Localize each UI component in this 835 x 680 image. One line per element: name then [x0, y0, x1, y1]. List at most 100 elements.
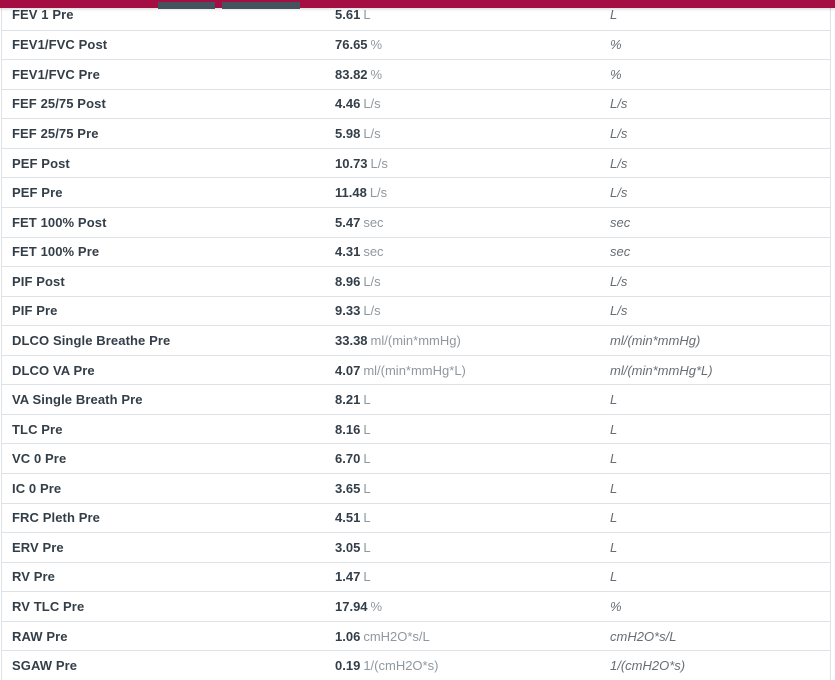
measurement-value-cell: 4.46 L/s: [335, 96, 610, 111]
measurement-value: 8.21: [335, 392, 361, 408]
table-row: PIF Post 8.96 L/s L/s: [2, 266, 830, 296]
parameter-label: RV Pre: [12, 569, 55, 585]
measurement-unit: L/s: [363, 303, 381, 319]
measurement-value-cell: 33.38 ml/(min*mmHg): [335, 333, 610, 348]
unit-reference: L: [610, 451, 618, 467]
unit-reference: L: [610, 510, 618, 526]
parameter-label: FEF 25/75 Post: [12, 96, 106, 112]
measurement-value-cell: 8.21 L: [335, 392, 610, 407]
measurement-unit: L: [363, 569, 371, 585]
measurement-value: 76.65: [335, 37, 368, 53]
unit-reference: L: [610, 480, 618, 496]
measurement-value-cell: 4.51 L: [335, 510, 610, 525]
unit-reference: %: [610, 599, 622, 615]
measurement-value: 8.16: [335, 421, 361, 437]
measurement-unit: %: [370, 599, 383, 615]
table-row: FEV1/FVC Pre 83.82% %: [2, 59, 830, 89]
unit-reference: L/s: [610, 185, 628, 201]
parameter-label: FEV1/FVC Post: [12, 37, 108, 53]
parameter-label: FRC Pleth Pre: [12, 510, 100, 526]
unit-reference: ml/(min*mmHg*L): [610, 362, 713, 378]
measurement-unit: L: [363, 421, 371, 437]
unit-reference: 1/(cmH2O*s): [610, 658, 686, 674]
unit-reference: L: [610, 7, 618, 23]
table-row: SGAW Pre 0.19 1/(cmH2O*s) 1/(cmH2O*s): [2, 650, 830, 680]
measurement-value-cell: 5.61 L: [335, 7, 610, 22]
measurement-value-cell: 5.47 sec: [335, 215, 610, 230]
measurement-value-cell: 5.98 L/s: [335, 126, 610, 141]
table-row: FET 100% Pre 4.31 sec sec: [2, 236, 830, 267]
table-row: PEF Post 10.73 L/s L/s: [2, 147, 830, 178]
unit-reference: %: [610, 66, 622, 82]
parameter-label: RAW Pre: [12, 628, 68, 644]
measurement-unit: sec: [363, 214, 384, 230]
measurement-unit: L/s: [363, 273, 381, 289]
measurement-unit: L: [363, 510, 371, 526]
measurement-unit: %: [370, 66, 383, 82]
unit-reference: L/s: [610, 273, 628, 289]
tab-fragment-1[interactable]: [158, 2, 215, 9]
parameter-label: TLC Pre: [12, 421, 63, 437]
table-row: TLC Pre 8.16 L L: [2, 413, 830, 444]
measurement-value: 4.46: [335, 96, 361, 112]
parameter-label: ERV Pre: [12, 539, 64, 555]
measurement-unit: L/s: [363, 126, 381, 142]
measurement-value-cell: 8.16 L: [335, 422, 610, 437]
measurement-unit: L: [363, 539, 371, 555]
parameter-label: SGAW Pre: [12, 658, 78, 674]
unit-reference: sec: [610, 244, 631, 260]
parameter-label: PEF Pre: [12, 185, 63, 201]
measurement-value-cell: 11.48 L/s: [335, 185, 610, 200]
measurement-value-cell: 17.94%: [335, 599, 610, 614]
measurement-unit: sec: [363, 244, 384, 260]
measurement-value: 8.96: [335, 273, 361, 289]
measurement-value-cell: 4.31 sec: [335, 244, 610, 259]
parameter-label: PIF Pre: [12, 303, 58, 319]
unit-reference: cmH2O*s/L: [610, 628, 677, 644]
measurement-value-cell: 6.70 L: [335, 451, 610, 466]
table-row: FEV1/FVC Post 76.65% %: [2, 29, 830, 60]
unit-reference: ml/(min*mmHg): [610, 332, 701, 348]
unit-reference: L/s: [610, 96, 628, 112]
measurement-value: 6.70: [335, 451, 361, 467]
measurement-value: 17.94: [335, 599, 368, 615]
parameter-label: FET 100% Post: [12, 214, 107, 230]
measurement-value: 33.38: [335, 332, 368, 348]
measurement-value: 10.73: [335, 155, 368, 171]
measurement-unit: ml/(min*mmHg): [370, 332, 461, 348]
parameter-label: DLCO Single Breathe Pre: [12, 332, 171, 348]
table-row: FET 100% Post 5.47 sec sec: [2, 206, 830, 237]
unit-reference: L: [610, 539, 618, 555]
parameter-label: FEV1/FVC Pre: [12, 66, 100, 82]
measurement-value-cell: 83.82%: [335, 67, 610, 82]
parameter-label: PEF Post: [12, 155, 70, 171]
table-row: RV TLC Pre 17.94% %: [2, 591, 830, 621]
parameter-label: IC 0 Pre: [12, 480, 62, 496]
unit-reference: L/s: [610, 126, 628, 142]
measurement-value-cell: 4.07 ml/(min*mmHg*L): [335, 363, 610, 378]
table-row: PIF Pre 9.33 L/s L/s: [2, 295, 830, 326]
measurement-unit: L: [363, 392, 371, 408]
parameter-label: FEV 1 Pre: [12, 7, 74, 23]
table-row: VC 0 Pre 6.70 L L: [2, 443, 830, 473]
tab-fragment-2[interactable]: [222, 2, 300, 9]
unit-reference: L: [610, 392, 618, 408]
measurement-unit: %: [370, 37, 383, 53]
measurement-value: 3.05: [335, 539, 361, 555]
unit-reference: L: [610, 421, 618, 437]
measurement-unit: ml/(min*mmHg*L): [363, 362, 466, 378]
measurement-unit: L: [363, 480, 371, 496]
table-row: VA Single Breath Pre 8.21 L L: [2, 384, 830, 414]
measurement-unit: L: [363, 451, 371, 467]
measurement-unit: L/s: [369, 185, 388, 201]
table-row: DLCO Single Breathe Pre 33.38 ml/(min*mmH…: [2, 325, 830, 355]
parameter-label: RV TLC Pre: [12, 599, 85, 615]
parameter-label: FET 100% Pre: [12, 244, 100, 260]
parameter-label: FEF 25/75 Pre: [12, 126, 99, 142]
measurement-value-cell: 0.19 1/(cmH2O*s): [335, 658, 610, 673]
measurement-value: 83.82: [335, 66, 368, 82]
measurement-value-cell: 8.96 L/s: [335, 274, 610, 289]
table-row: ERV Pre 3.05 L L: [2, 532, 830, 562]
table-row: IC 0 Pre 3.65 L L: [2, 473, 830, 503]
